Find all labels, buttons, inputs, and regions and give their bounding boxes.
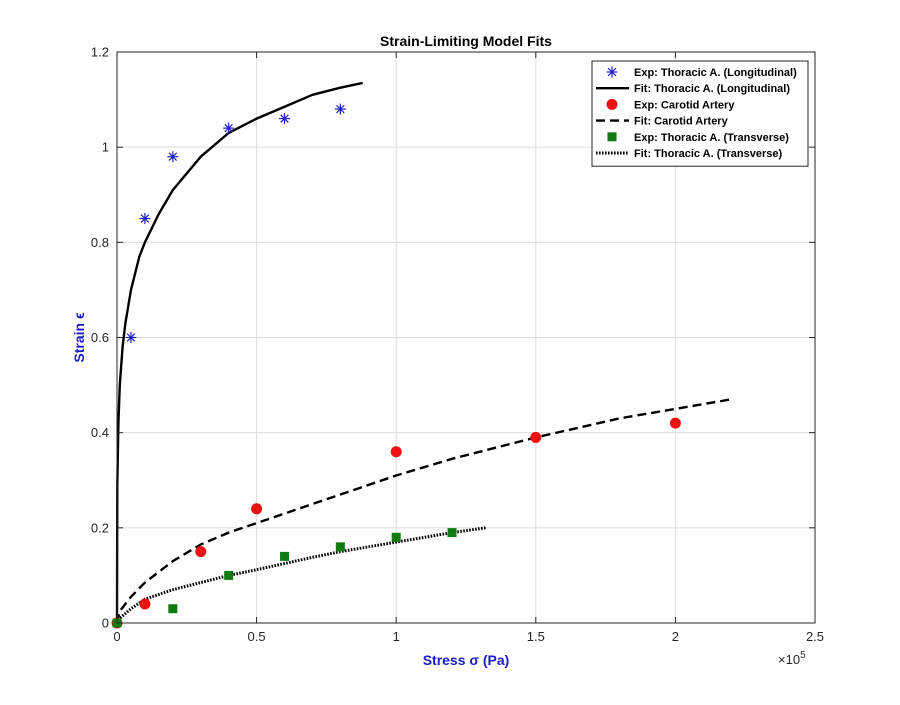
x-axis-exponent: ×105 bbox=[778, 650, 806, 667]
y-tick-label: 0.4 bbox=[91, 425, 109, 440]
y-tick-label: 0.2 bbox=[91, 520, 109, 535]
data-point bbox=[391, 532, 401, 542]
x-axis-exponent-power: 5 bbox=[800, 650, 806, 661]
data-point bbox=[195, 546, 207, 558]
y-tick-label: 0 bbox=[102, 616, 109, 631]
legend-box bbox=[591, 60, 809, 167]
data-point bbox=[447, 528, 457, 538]
y-tick-label: 1.2 bbox=[91, 45, 109, 60]
asterisk-stroke bbox=[224, 123, 233, 133]
chart-title: Strain-Limiting Model Fits bbox=[380, 33, 552, 49]
y-tick-label: 0.6 bbox=[91, 330, 109, 345]
x-tick-label: 1 bbox=[393, 629, 400, 644]
legend-marker-swatch bbox=[606, 66, 618, 78]
series-line bbox=[115, 526, 486, 624]
asterisk-stroke bbox=[168, 152, 178, 161]
data-point bbox=[224, 570, 234, 580]
data-point bbox=[390, 446, 402, 458]
asterisk-stroke bbox=[126, 333, 136, 342]
x-tick-label: 0.5 bbox=[248, 629, 266, 644]
data-point bbox=[279, 113, 291, 125]
legend: Exp: Thoracic A. (Longitudinal) Fit: Thor… bbox=[591, 60, 809, 167]
legend-label: Exp: Thoracic A. (Longitudinal) bbox=[634, 67, 797, 79]
data-point bbox=[125, 332, 137, 343]
y-axis-label: Strain ϵ bbox=[71, 312, 87, 363]
x-axis-exponent-base: ×10 bbox=[778, 652, 800, 667]
data-point bbox=[251, 503, 263, 515]
legend-item: Exp: Carotid Artery bbox=[606, 98, 735, 111]
data-point bbox=[530, 431, 542, 443]
legend-label: Fit: Thoracic A. (Longitudinal) bbox=[634, 83, 790, 95]
legend-item: Exp: Thoracic A. (Longitudinal) bbox=[606, 66, 797, 79]
asterisk-stroke bbox=[607, 67, 617, 77]
data-point bbox=[139, 213, 151, 225]
series-line bbox=[115, 81, 363, 624]
ticks: 0 0.5 1 1.5 2 2.5 0 0.2 0.4 0.6 0.8 1 1.2 bbox=[91, 45, 824, 645]
series-layer bbox=[111, 81, 732, 629]
legend-label: Exp: Carotid Artery bbox=[634, 99, 735, 111]
legend-label: Exp: Thoracic A. (Transverse) bbox=[634, 132, 789, 144]
data-point bbox=[334, 103, 346, 115]
x-tick-label: 2.5 bbox=[806, 629, 824, 644]
series-markers bbox=[111, 417, 681, 629]
data-point bbox=[167, 151, 179, 163]
legend-label: Fit: Thoracic A. (Transverse) bbox=[634, 148, 782, 160]
y-tick-label: 1 bbox=[102, 140, 109, 155]
data-point bbox=[669, 417, 681, 429]
asterisk-stroke bbox=[280, 114, 289, 123]
legend-item: Fit: Thoracic A. (Transverse) bbox=[596, 148, 782, 160]
legend-marker-swatch bbox=[606, 98, 618, 110]
legend-item: Fit: Thoracic A. (Longitudinal) bbox=[596, 83, 790, 95]
x-tick-label: 2 bbox=[672, 629, 679, 644]
legend-item: Exp: Thoracic A. (Transverse) bbox=[607, 132, 789, 144]
legend-marker-swatch bbox=[607, 132, 617, 142]
x-tick-label: 1.5 bbox=[527, 629, 545, 644]
x-axis-label: Stress σ (Pa) bbox=[423, 652, 510, 668]
asterisk-stroke bbox=[140, 214, 150, 223]
data-point bbox=[223, 122, 235, 134]
x-tick-label: 0 bbox=[113, 629, 120, 644]
legend-label: Fit: Carotid Artery bbox=[634, 116, 729, 128]
data-point bbox=[280, 551, 290, 561]
data-point bbox=[335, 542, 345, 552]
y-tick-label: 0.8 bbox=[91, 235, 109, 250]
data-point bbox=[168, 604, 178, 614]
asterisk-stroke bbox=[336, 104, 345, 114]
legend-item: Fit: Carotid Artery bbox=[596, 116, 729, 128]
data-point bbox=[139, 598, 151, 610]
